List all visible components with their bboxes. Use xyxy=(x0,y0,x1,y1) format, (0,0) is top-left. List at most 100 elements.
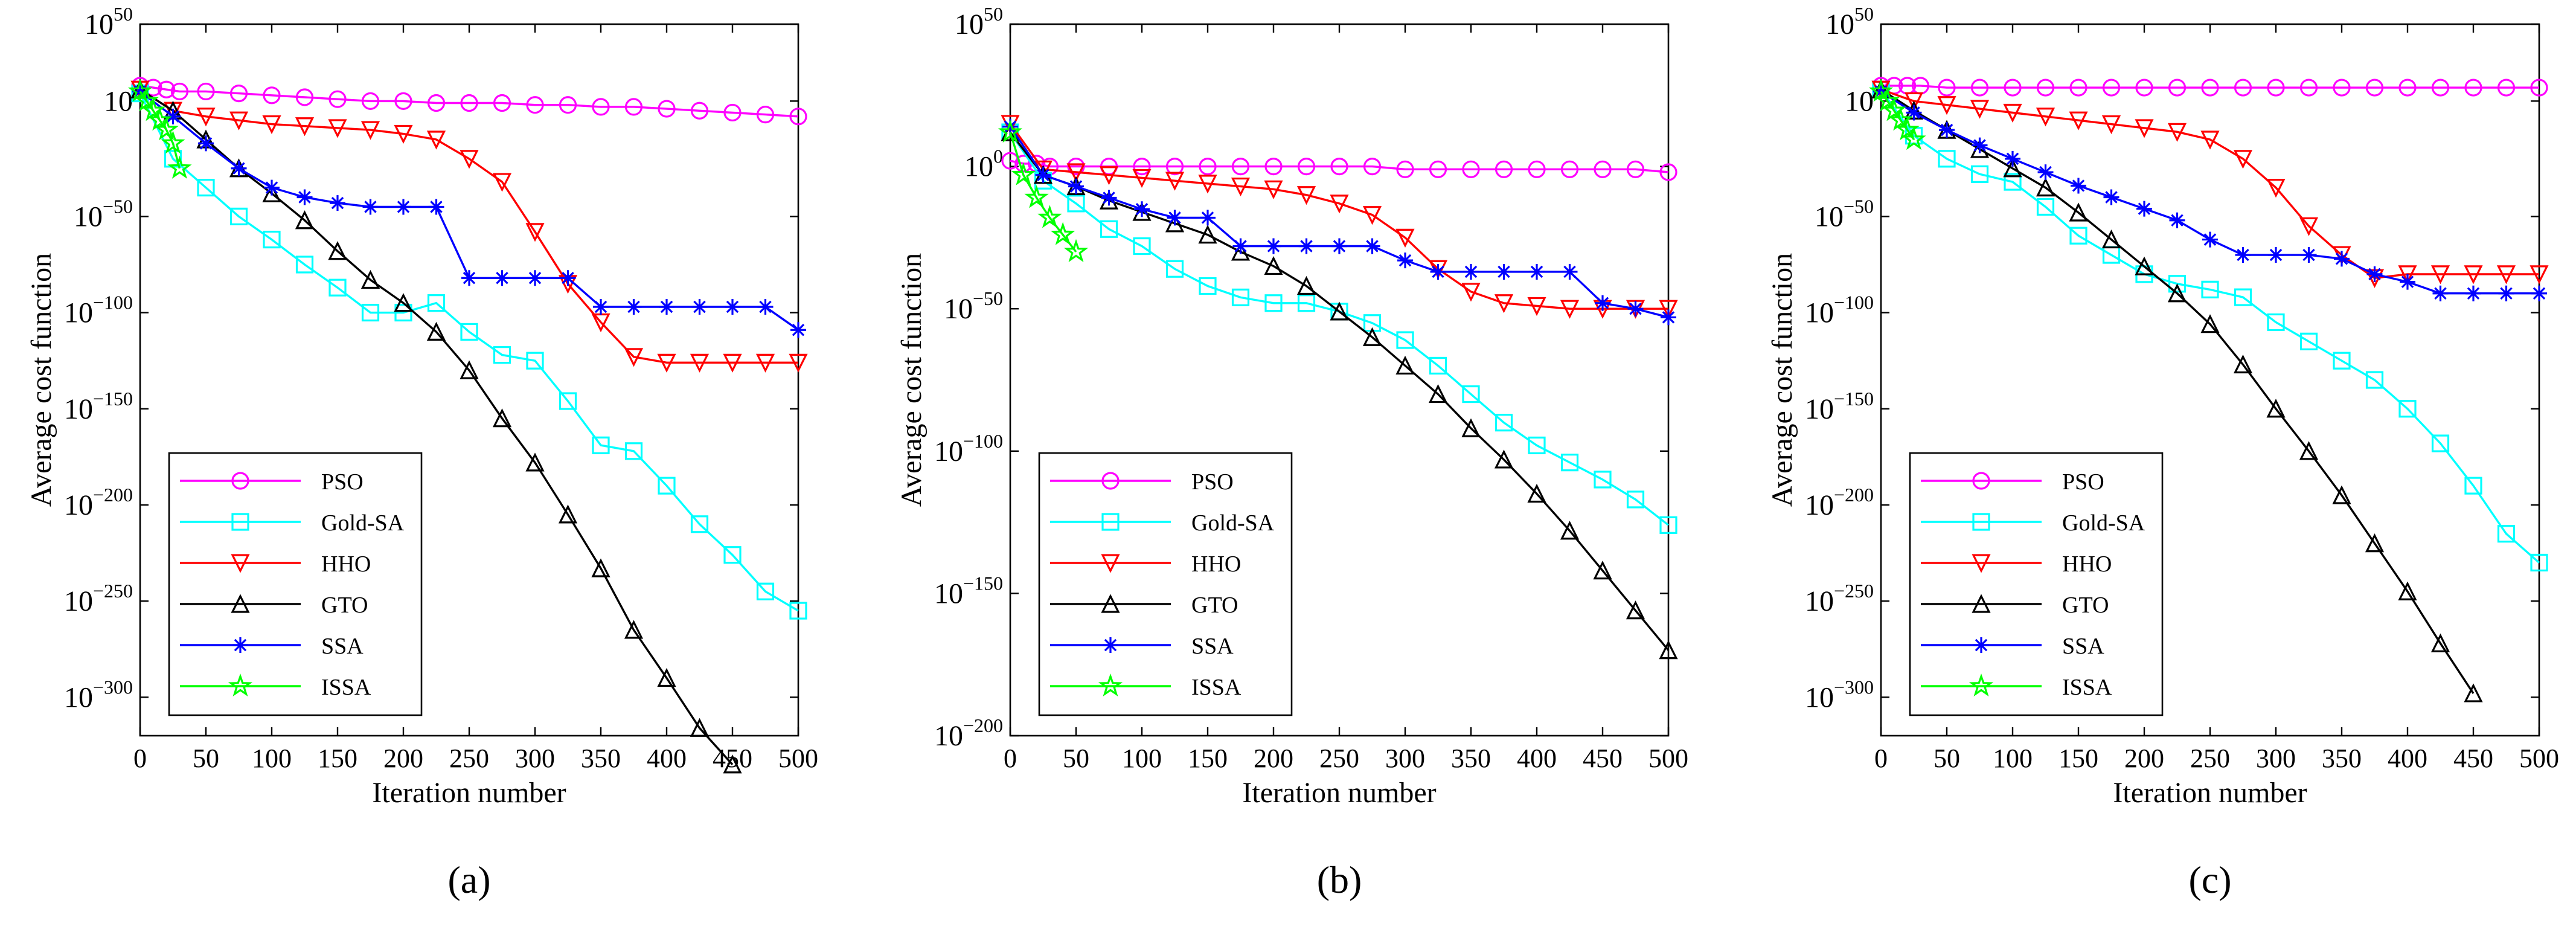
x-tick-label: 100 xyxy=(252,744,292,773)
x-tick-label: 50 xyxy=(193,744,219,773)
data-point xyxy=(1264,180,1283,199)
legend-marker xyxy=(1098,673,1123,697)
data-point xyxy=(1529,263,1545,280)
data-point xyxy=(658,477,676,495)
data-point xyxy=(1165,172,1185,191)
data-point xyxy=(2200,314,2220,333)
legend-marker xyxy=(1973,637,1989,653)
data-point xyxy=(2234,288,2252,306)
data-point xyxy=(1626,600,1645,620)
data-point xyxy=(624,348,644,367)
legend-marker xyxy=(1103,637,1118,653)
x-tick-label: 350 xyxy=(1451,744,1491,773)
data-point xyxy=(1330,158,1348,176)
data-point xyxy=(1906,104,1922,121)
data-point xyxy=(1395,228,1415,248)
data-point xyxy=(295,117,315,137)
data-point xyxy=(361,92,380,110)
data-point xyxy=(1904,92,1924,111)
data-point xyxy=(1496,263,1512,280)
legend-label: GTO xyxy=(1191,593,1238,618)
data-point xyxy=(460,360,479,379)
legend-label: PSO xyxy=(1191,469,1234,495)
data-point xyxy=(2036,108,2055,127)
data-point xyxy=(2202,231,2218,248)
data-point xyxy=(1331,238,1347,254)
series-issa xyxy=(127,79,192,179)
legend-marker xyxy=(1972,554,1991,573)
data-point xyxy=(1100,220,1118,238)
data-point xyxy=(1462,385,1480,403)
data-point xyxy=(2333,79,2351,97)
data-point xyxy=(127,79,153,102)
data-point xyxy=(493,346,511,364)
series-line xyxy=(139,88,798,364)
y-tick-label: 1050 xyxy=(85,3,133,40)
x-tick-label: 0 xyxy=(1004,744,1017,773)
data-point xyxy=(2334,251,2350,267)
legend-box xyxy=(1038,452,1293,716)
panel-label: (c) xyxy=(2188,858,2231,901)
data-point xyxy=(167,155,192,179)
x-tick-label: 50 xyxy=(1063,744,1089,773)
x-tick-label: 200 xyxy=(383,744,423,773)
data-point xyxy=(263,230,281,249)
data-point xyxy=(196,108,216,127)
data-point xyxy=(1396,331,1414,349)
data-point xyxy=(1011,162,1036,185)
x-tick-label: 500 xyxy=(778,744,818,773)
data-point xyxy=(394,293,413,312)
series-ssa xyxy=(1002,118,1676,326)
data-point xyxy=(2496,265,2516,284)
legend-marker xyxy=(231,594,250,613)
data-point xyxy=(1429,160,1447,178)
data-point xyxy=(1560,160,1579,178)
data-point xyxy=(2036,198,2055,216)
data-point xyxy=(1132,169,1152,188)
data-point xyxy=(328,278,347,297)
data-point xyxy=(394,92,412,110)
x-tick-label: 0 xyxy=(1874,744,1888,773)
data-point xyxy=(229,111,249,130)
y-tick-label: 10−200 xyxy=(1805,484,1874,521)
y-tick-label: 10−50 xyxy=(944,288,1003,325)
data-point xyxy=(1231,242,1251,261)
data-point xyxy=(2464,265,2483,284)
data-point xyxy=(1296,275,1316,295)
data-point xyxy=(1167,210,1183,226)
data-point xyxy=(1200,210,1216,226)
data-point xyxy=(725,299,740,315)
series-pso xyxy=(1872,77,2548,97)
data-point xyxy=(2365,79,2384,97)
data-point xyxy=(1595,295,1610,311)
x-tick-label: 150 xyxy=(1188,744,1228,773)
data-point xyxy=(1970,165,1989,183)
data-point xyxy=(362,199,379,215)
data-point xyxy=(624,442,643,460)
data-point xyxy=(1902,126,1926,150)
data-point xyxy=(1429,356,1447,375)
data-point xyxy=(2004,173,2022,191)
data-point xyxy=(1298,238,1315,254)
data-point xyxy=(394,124,413,144)
data-point xyxy=(1067,194,1085,213)
data-point xyxy=(2136,201,2152,217)
data-point xyxy=(147,107,172,131)
y-tick-label: 10−150 xyxy=(64,388,133,425)
y-tick-label: 10−50 xyxy=(1815,195,1874,233)
y-tick-label: 1050 xyxy=(955,3,1003,40)
data-point xyxy=(198,135,214,152)
data-point xyxy=(1528,160,1546,178)
data-point xyxy=(2069,79,2087,97)
data-point xyxy=(560,270,576,286)
data-point xyxy=(1626,490,1645,509)
data-point xyxy=(134,88,159,112)
data-point xyxy=(1593,561,1612,580)
y-tick-label: 10−250 xyxy=(64,580,133,617)
data-point xyxy=(1626,160,1645,178)
data-point xyxy=(165,108,181,124)
data-point xyxy=(1133,237,1151,256)
x-tick-label: 200 xyxy=(1254,744,1293,773)
data-point xyxy=(426,321,446,341)
x-tick-label: 100 xyxy=(1993,744,2033,773)
